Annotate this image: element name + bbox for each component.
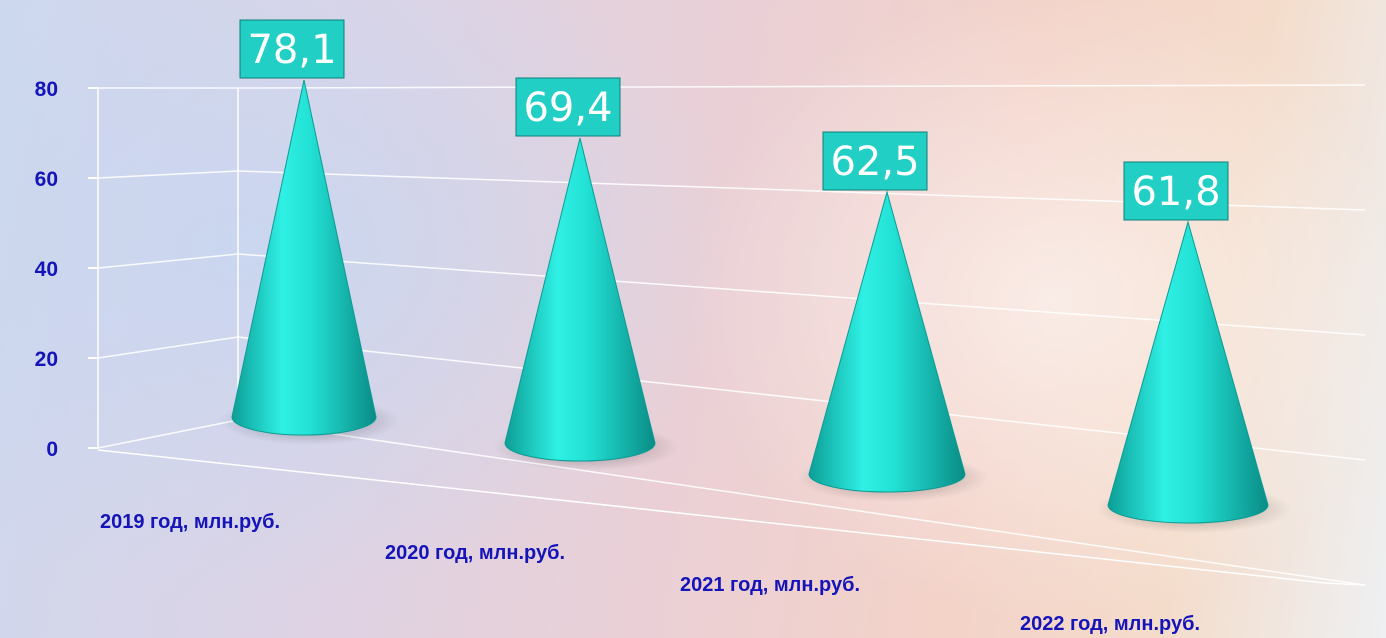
cone-bar xyxy=(1107,220,1269,524)
cone-bar xyxy=(504,137,656,462)
data-label: 61,8 xyxy=(1131,169,1220,215)
x-category-label: 2021 год, млн.руб. xyxy=(680,574,860,596)
y-tick-label: 80 xyxy=(35,78,58,101)
data-label: 78,1 xyxy=(247,27,336,73)
y-tick-label: 40 xyxy=(35,258,58,281)
gridline-back xyxy=(237,419,1366,586)
x-category-label: 2022 год, млн.руб. xyxy=(1020,613,1200,635)
data-label: 69,4 xyxy=(523,85,612,131)
cone-bar xyxy=(231,79,377,436)
floor-right-edge xyxy=(1324,582,1366,586)
y-tick-label: 0 xyxy=(46,438,58,461)
gridline-back xyxy=(237,84,1366,89)
x-category-label: 2020 год, млн.руб. xyxy=(385,542,565,564)
data-label-box xyxy=(1123,161,1229,221)
y-tick-label: 60 xyxy=(35,168,58,191)
cone-bar xyxy=(808,190,966,493)
gridline-wall xyxy=(97,253,239,269)
floor-front-edge xyxy=(97,449,1326,584)
gridline-wall xyxy=(97,170,239,179)
data-label: 62,5 xyxy=(830,139,919,185)
gridline-wall xyxy=(97,419,239,449)
data-label-box xyxy=(239,19,345,79)
cones xyxy=(220,79,1292,533)
gridline-wall xyxy=(97,336,239,359)
labels: 78,1 69,4 62,5 61,8 2019 год, млн.руб. 2020 г… xyxy=(100,19,1229,635)
axes: 0 20 40 60 80 xyxy=(35,78,1366,586)
x-category-label: 2019 год, млн.руб. xyxy=(100,511,280,533)
data-label-box xyxy=(515,77,621,137)
data-label-box xyxy=(822,131,928,191)
y-tick-label: 20 xyxy=(35,348,58,371)
